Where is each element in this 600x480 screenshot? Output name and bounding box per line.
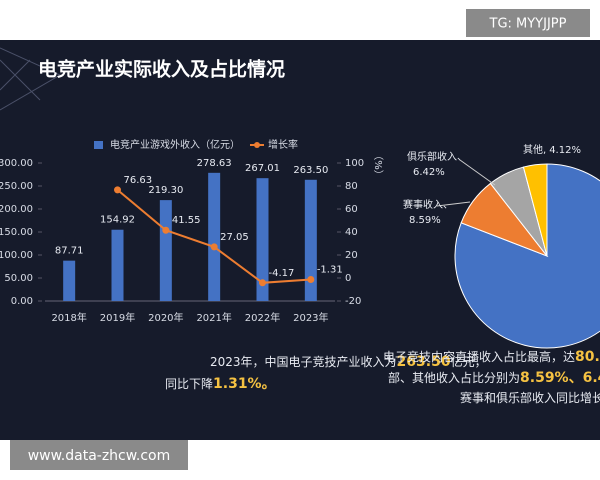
bar xyxy=(111,229,124,301)
y2-axis-label: （%） xyxy=(372,150,384,180)
x-tick-label: 2023年 xyxy=(293,311,328,324)
bar-value-label: 154.92 xyxy=(100,215,135,226)
line-point xyxy=(162,226,170,234)
x-tick-label: 2018年 xyxy=(51,311,86,324)
line-value-label: 27.05 xyxy=(220,232,249,243)
y-tick-label: 100.00 xyxy=(0,250,33,261)
y2-tick-label: 20 xyxy=(345,250,358,261)
line-value-label: 41.55 xyxy=(172,215,201,226)
caption-text: 赛事和俱乐部收入同比增长。 xyxy=(460,390,600,405)
caption-text: 亿元， xyxy=(451,354,487,369)
caption-text: 部、其他收入占比分别为 xyxy=(388,370,520,385)
bar-value-label: 87.71 xyxy=(55,246,84,257)
bar-value-label: 263.50 xyxy=(293,165,328,176)
x-tick-label: 2021年 xyxy=(196,311,231,324)
pie-slice xyxy=(522,163,548,257)
caption-line: 2023年，中国电子竞技产业收入为263.50亿元， xyxy=(210,354,487,371)
pie-label: 赛事收入、 8.59% xyxy=(403,198,453,226)
pie-category: 俱乐部收入、 xyxy=(407,150,467,163)
x-tick-label: 2019年 xyxy=(100,311,135,324)
line-point xyxy=(259,279,266,287)
y-tick-label: 300.00 xyxy=(0,158,33,169)
line-value-label: -4.17 xyxy=(269,268,295,279)
pie-label: 俱乐部收入、 6.42% xyxy=(407,150,467,178)
pie-label: 其他, 4.12% xyxy=(523,143,581,156)
pie-value-label: 8.59% xyxy=(409,215,441,226)
bar-value-label: 278.63 xyxy=(197,158,232,169)
pie-category: 赛事收入、 xyxy=(403,198,453,211)
legend-label: 电竞产业游戏外收入（亿元） xyxy=(110,138,240,151)
line-point xyxy=(114,186,121,194)
y2-tick-label: 0 xyxy=(345,273,351,284)
x-tick-label: 2020年 xyxy=(148,311,183,324)
y2-tick-label: 40 xyxy=(345,227,358,238)
pie-slice xyxy=(454,163,600,349)
y2-tick-label: -20 xyxy=(345,296,361,307)
watermark-box xyxy=(466,9,590,37)
y2-tick-label: 60 xyxy=(345,204,358,215)
caption-line: 部、其他收入占比分别为8.59%、6.42% xyxy=(388,370,600,387)
leader-line xyxy=(459,159,496,186)
watermark: TG: MYYJJPP xyxy=(489,17,567,32)
y-tick-label: 50.00 xyxy=(4,273,33,284)
bar xyxy=(63,260,76,301)
bar xyxy=(256,178,269,301)
line-point xyxy=(210,243,218,251)
legend-label: 增长率 xyxy=(268,138,298,151)
bar-value-label: 267.01 xyxy=(245,163,280,174)
caption-text: 电子竞技内容直播收入占比最高，达 xyxy=(383,349,575,364)
y2-tick-label: 80 xyxy=(345,181,358,192)
caption-highlight: 80.87% xyxy=(575,349,600,365)
caption-line: 同比下降1.31%。 xyxy=(165,376,276,392)
caption-highlight: 263.50 xyxy=(397,354,451,370)
line-value-label: 76.63 xyxy=(124,175,153,186)
y-tick-label: 200.00 xyxy=(0,204,33,215)
caption-highlight: 1.31%。 xyxy=(213,376,276,392)
footer-url: www.data-zhcw.com xyxy=(28,448,171,464)
caption-text: 2023年，中国电子竞技产业收入为 xyxy=(210,354,397,369)
caption-line: 赛事和俱乐部收入同比增长。 xyxy=(460,390,600,405)
bar xyxy=(208,172,221,301)
legend-swatch xyxy=(94,141,103,149)
caption-line: 电子竞技内容直播收入占比最高，达80.87% xyxy=(383,349,600,366)
leader-line xyxy=(436,201,471,207)
pie-value-label: 4.12% xyxy=(549,145,581,156)
bar xyxy=(159,200,172,301)
y-tick-label: 0.00 xyxy=(11,296,33,307)
caption-text: 同比下降 xyxy=(165,377,213,391)
line-point xyxy=(307,276,315,284)
title: 电竞产业实际收入及占比情况 xyxy=(38,58,285,81)
x-tick-label: 2022年 xyxy=(245,311,280,324)
y-tick-label: 150.00 xyxy=(0,227,33,238)
y-tick-label: 250.00 xyxy=(0,181,33,192)
legend-swatch-dot xyxy=(254,142,260,148)
line-value-label: -1.31 xyxy=(317,265,343,276)
y2-tick-label: 100 xyxy=(345,158,364,169)
caption-highlight: 8.59%、6.42% xyxy=(520,370,600,386)
pie-value-label: 6.42% xyxy=(413,167,445,178)
bar-value-label: 219.30 xyxy=(148,185,183,196)
decoration xyxy=(0,47,62,111)
pie-category: 其他, xyxy=(523,143,546,156)
bar xyxy=(304,179,317,301)
footer-box xyxy=(10,440,188,470)
